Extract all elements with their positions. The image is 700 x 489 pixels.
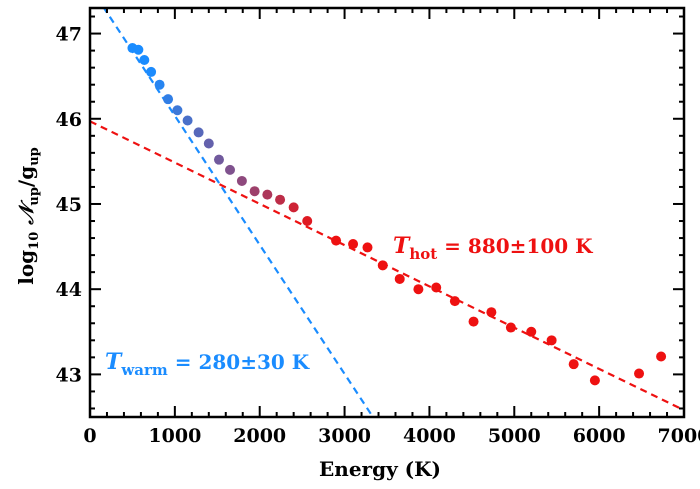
data-point	[377, 260, 388, 271]
data-point	[236, 175, 247, 186]
x-tick-label: 0	[83, 425, 96, 447]
axis-ticks: 0 1000 2000 3000 4000 5000 6000 7000 43 44 45 46 47	[56, 8, 700, 447]
data-point	[362, 242, 373, 253]
data-points	[127, 43, 667, 386]
data-point	[163, 94, 174, 105]
data-point	[288, 202, 299, 213]
data-point	[546, 335, 557, 346]
x-tick-label: 6000	[573, 425, 626, 447]
data-point	[394, 273, 405, 284]
y-tick-label: 43	[56, 364, 82, 386]
data-point	[505, 322, 516, 333]
x-axis-title: Energy (K)	[319, 457, 441, 481]
hot-fit-label: Thot = 880±100 K	[393, 233, 593, 263]
x-tick-label: 1000	[148, 425, 201, 447]
data-point	[656, 351, 667, 362]
data-point	[413, 284, 424, 295]
fit-line-warm	[102, 8, 375, 417]
x-tick-label: 5000	[488, 425, 541, 447]
data-point	[249, 186, 260, 197]
plot-frame	[88, 6, 686, 419]
data-point	[213, 154, 224, 165]
data-point	[468, 316, 479, 327]
data-point	[225, 164, 236, 175]
y-tick-label: 45	[56, 194, 82, 216]
y-tick-label: 47	[56, 24, 82, 46]
data-point	[262, 189, 273, 200]
data-point	[133, 44, 144, 55]
data-point	[203, 138, 214, 149]
x-tick-label: 7000	[658, 425, 700, 447]
data-point	[154, 79, 165, 90]
data-point	[182, 115, 193, 126]
data-point	[275, 194, 286, 205]
data-point	[172, 105, 183, 116]
y-tick-label: 44	[56, 279, 82, 301]
x-tick-label: 3000	[318, 425, 371, 447]
x-tick-label: 4000	[403, 425, 456, 447]
data-point	[331, 235, 342, 246]
data-point	[526, 326, 537, 337]
data-point	[589, 375, 600, 386]
data-point	[449, 296, 460, 307]
data-point	[139, 54, 150, 65]
x-tick-label: 2000	[233, 425, 286, 447]
data-point	[302, 216, 313, 227]
data-point	[634, 368, 645, 379]
data-point	[146, 66, 157, 77]
y-tick-label: 46	[56, 109, 82, 131]
data-point	[568, 359, 579, 370]
y-axis-title: log10 𝒩up/gup	[14, 147, 42, 285]
data-point	[193, 127, 204, 138]
warm-fit-label: Twarm = 280±30 K	[105, 349, 310, 379]
data-point	[486, 307, 497, 318]
data-point	[431, 282, 442, 293]
data-point	[348, 239, 359, 250]
